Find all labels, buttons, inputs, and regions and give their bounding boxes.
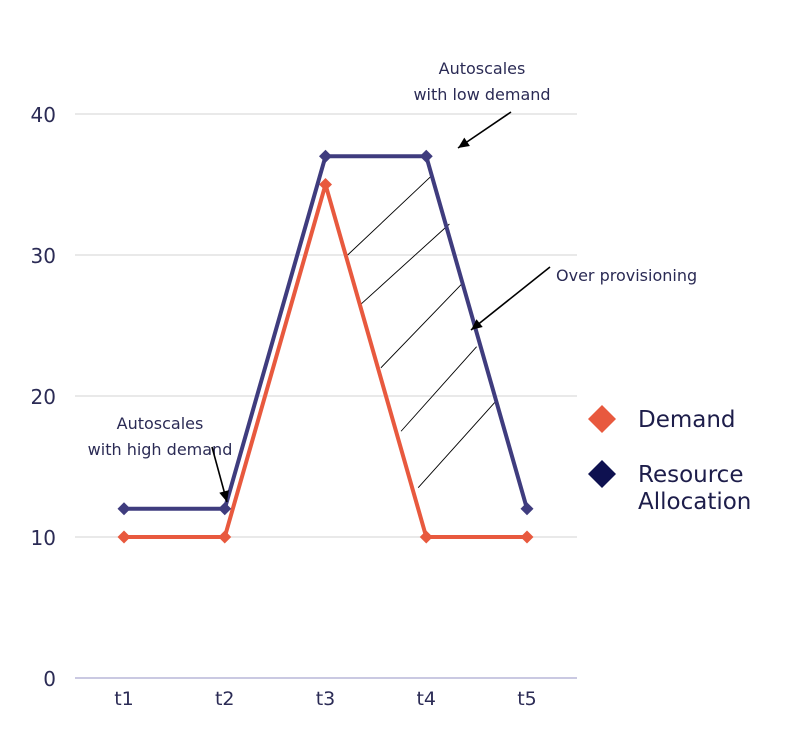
annotation-low-demand-line1: Autoscales xyxy=(439,59,526,78)
y-axis-tick-labels: 0 10 20 30 40 xyxy=(31,103,56,691)
demand-line xyxy=(124,182,527,539)
x-tick-label: t4 xyxy=(416,688,436,710)
hatch-line xyxy=(400,346,477,432)
legend-resource-allocation-label-line1: Resource xyxy=(638,462,743,488)
annotation-over-provisioning-arrow-line xyxy=(470,266,551,331)
demand-point xyxy=(419,530,433,544)
hatch-line xyxy=(347,175,432,256)
series-lines xyxy=(117,149,534,544)
over-provisioning-hatch xyxy=(347,175,498,488)
legend-resource-allocation-label-line2: Allocation xyxy=(638,489,751,515)
x-axis-tick-labels: t1 t2 t3 t4 t5 xyxy=(114,688,537,710)
resource-allocation-point xyxy=(520,502,534,516)
demand-point xyxy=(520,530,534,544)
y-tick-label: 40 xyxy=(31,103,56,127)
hatch-line xyxy=(380,282,463,369)
annotation-over-provisioning: Over provisioning xyxy=(556,266,697,285)
demand-point xyxy=(319,178,332,191)
legend-demand-label: Demand xyxy=(638,407,736,433)
legend-resource-allocation-marker xyxy=(588,460,616,488)
annotation-over-provisioning-arrow-head xyxy=(471,319,483,330)
resource-allocation-point xyxy=(117,502,131,516)
y-tick-label: 10 xyxy=(31,526,56,550)
resource-allocation-point xyxy=(319,149,332,163)
demand-point xyxy=(218,530,232,544)
resource-allocation-point xyxy=(218,502,232,516)
x-tick-label: t1 xyxy=(114,688,134,710)
hatch-line xyxy=(417,399,498,488)
y-tick-label: 20 xyxy=(31,385,56,409)
annotation-low-demand-arrow-head xyxy=(458,137,470,148)
x-tick-label: t2 xyxy=(215,688,235,710)
hatch-line xyxy=(360,223,450,305)
y-tick-label: 0 xyxy=(43,667,56,691)
annotation-high-demand-line1: Autoscales xyxy=(117,414,204,433)
legend-demand-marker xyxy=(588,405,616,433)
x-tick-label: t3 xyxy=(316,688,336,710)
annotation-low-demand-line2: with low demand xyxy=(413,85,550,104)
resource-allocation-point xyxy=(419,149,433,163)
annotation-high-demand-arrow-head xyxy=(219,490,229,502)
annotations: Autoscales with high demand Autoscales with… xyxy=(88,59,697,503)
grid-lines xyxy=(75,113,577,538)
x-tick-label: t5 xyxy=(517,688,537,710)
annotation-high-demand-line2: with high demand xyxy=(88,440,233,459)
demand-point xyxy=(117,530,131,544)
y-tick-label: 30 xyxy=(31,244,56,268)
